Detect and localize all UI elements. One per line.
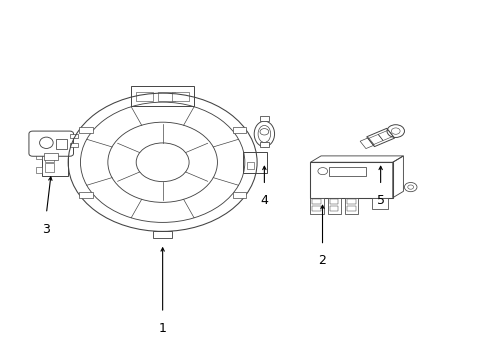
FancyBboxPatch shape <box>70 134 78 138</box>
Bar <box>313 207 321 211</box>
Bar <box>153 231 172 238</box>
Bar <box>131 86 194 105</box>
Bar <box>313 199 321 204</box>
Bar <box>42 148 68 176</box>
Bar <box>372 198 388 209</box>
Bar <box>330 207 338 211</box>
Text: 1: 1 <box>159 322 167 335</box>
Bar <box>36 152 42 159</box>
Bar <box>260 142 269 147</box>
Text: 5: 5 <box>377 194 385 207</box>
Bar <box>243 152 267 173</box>
Bar <box>345 198 358 214</box>
Bar <box>330 199 338 204</box>
Bar <box>46 153 54 162</box>
Bar <box>46 163 54 172</box>
Bar <box>36 167 42 173</box>
Bar <box>310 198 323 214</box>
Bar <box>310 162 393 198</box>
Bar <box>347 207 356 211</box>
Bar <box>247 162 254 168</box>
Bar <box>158 93 175 102</box>
FancyBboxPatch shape <box>29 131 74 156</box>
Bar <box>347 199 356 204</box>
Bar <box>79 192 93 198</box>
Bar <box>328 167 366 176</box>
Bar <box>44 153 58 160</box>
Text: 2: 2 <box>318 255 326 267</box>
Text: 3: 3 <box>43 222 50 235</box>
Bar <box>233 127 246 133</box>
Bar <box>233 192 246 198</box>
Bar <box>172 93 189 102</box>
Bar <box>260 116 269 121</box>
Bar <box>79 127 93 133</box>
Bar <box>136 93 153 102</box>
FancyBboxPatch shape <box>70 143 78 147</box>
Bar <box>56 139 67 149</box>
Bar <box>328 198 341 214</box>
Text: 4: 4 <box>261 194 269 207</box>
